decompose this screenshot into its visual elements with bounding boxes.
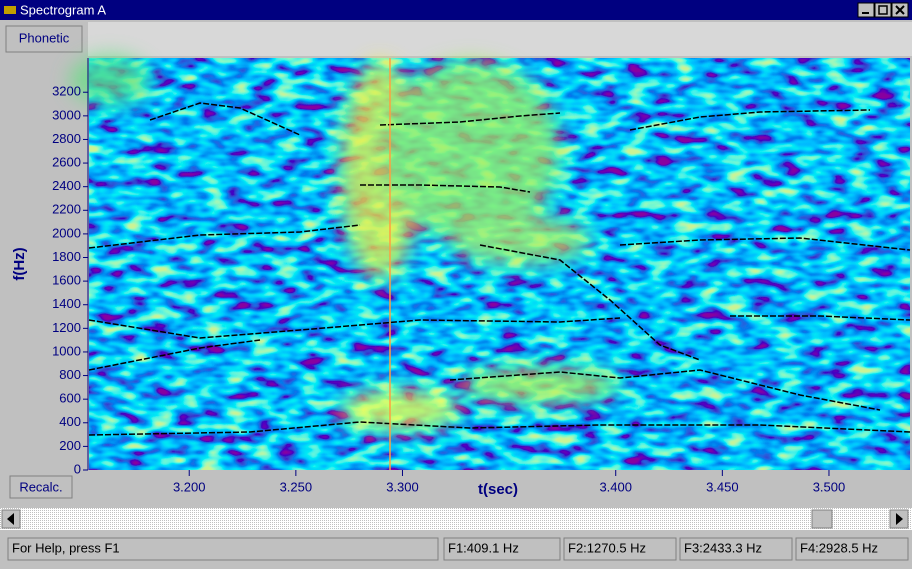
energy	[450, 215, 590, 265]
energy	[460, 367, 620, 403]
app-icon	[4, 6, 16, 14]
y-tick-label: 0	[74, 461, 81, 476]
minimize-button[interactable]	[858, 3, 874, 17]
y-tick-label: 1600	[52, 273, 81, 288]
y-tick-label: 1800	[52, 249, 81, 264]
x-tick-label: 3.500	[813, 479, 846, 494]
maximize-button[interactable]	[875, 3, 891, 17]
x-tick-label: 3.400	[599, 479, 632, 494]
recalc-label: Recalc.	[19, 479, 62, 494]
y-tick-label: 200	[59, 438, 81, 453]
y-tick-label: 1200	[52, 320, 81, 335]
energy	[70, 55, 150, 105]
scrollbar-track[interactable]	[0, 508, 912, 530]
energy	[340, 390, 460, 430]
y-tick-label: 2400	[52, 178, 81, 193]
y-tick-label: 1400	[52, 296, 81, 311]
y-tick-label: 600	[59, 391, 81, 406]
phonetic-label: Phonetic	[19, 30, 70, 45]
y-tick-label: 800	[59, 367, 81, 382]
status-help: For Help, press F1	[12, 540, 120, 555]
x-tick-label: 3.200	[173, 479, 206, 494]
scroll-thumb[interactable]	[812, 510, 832, 528]
status-field: F3:2433.3 Hz	[684, 540, 762, 555]
y-tick-label: 2200	[52, 202, 81, 217]
window-title: Spectrogram A	[20, 2, 106, 17]
spectrogram-image	[70, 55, 910, 470]
y-tick-label: 1000	[52, 343, 81, 358]
window-buttons[interactable]	[858, 3, 908, 17]
energy	[380, 60, 560, 240]
y-tick-label: 3000	[52, 107, 81, 122]
status-field: F4:2928.5 Hz	[800, 540, 878, 555]
y-tick-label: 3200	[52, 84, 81, 99]
status-field: F2:1270.5 Hz	[568, 540, 646, 555]
x-tick-label: 3.250	[280, 479, 313, 494]
y-tick-label: 400	[59, 414, 81, 429]
y-tick-label: 2600	[52, 155, 81, 170]
y-tick-label: 2000	[52, 225, 81, 240]
title-bar	[0, 0, 912, 20]
y-axis-label: f(Hz)	[11, 247, 28, 280]
status-bar: For Help, press F1 F1:409.1 Hz F2:1270.5 …	[8, 538, 908, 560]
x-tick-label: 3.300	[386, 479, 419, 494]
minimize-icon	[862, 12, 869, 14]
status-field: F1:409.1 Hz	[448, 540, 519, 555]
y-tick-label: 2800	[52, 131, 81, 146]
y-axis-ticks: 0 200 400 600 800 1000 1200 1400 1600 1800 2000 220…	[52, 84, 88, 477]
toolbar-area	[88, 22, 912, 56]
window: Spectrogram A Phonetic	[0, 0, 912, 564]
x-tick-label: 3.450	[706, 479, 739, 494]
x-axis-label: t(sec)	[478, 481, 518, 498]
